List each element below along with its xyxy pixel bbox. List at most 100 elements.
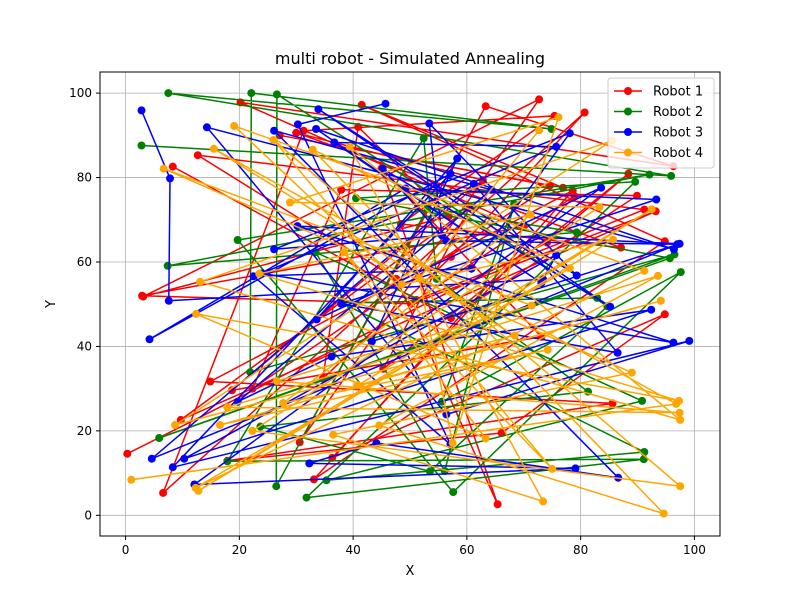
data-point [595, 203, 604, 212]
data-point [302, 493, 311, 502]
data-point [425, 119, 434, 128]
data-point [272, 377, 281, 386]
data-point [597, 183, 606, 192]
series-robot-3 [137, 99, 694, 489]
data-point [322, 476, 331, 485]
data-point [168, 463, 177, 472]
data-point [446, 169, 455, 178]
data-point [645, 170, 654, 179]
legend-marker [624, 148, 632, 157]
data-point [230, 122, 239, 130]
data-point [345, 142, 354, 151]
data-point [535, 126, 544, 135]
data-point [357, 100, 366, 109]
data-point [572, 228, 581, 237]
legend-label: Robot 3 [653, 126, 703, 141]
chart-title: multi robot - Simulated Annealing [275, 49, 545, 68]
data-point [425, 467, 434, 476]
data-point [647, 305, 656, 314]
data-point [286, 198, 294, 207]
data-point [233, 236, 242, 244]
data-point [647, 205, 656, 214]
y-axis-label: Y [44, 300, 59, 309]
data-point [613, 348, 622, 357]
data-point [163, 261, 172, 270]
data-point [572, 271, 581, 280]
data-point [415, 274, 424, 283]
data-point [147, 454, 156, 463]
data-point [168, 162, 177, 171]
x-tick-label: 60 [459, 543, 474, 557]
data-point [633, 191, 641, 200]
data-point [654, 271, 662, 280]
data-point [667, 171, 676, 180]
data-point [548, 464, 557, 473]
data-point [665, 254, 674, 263]
data-point [639, 455, 648, 464]
data-point [565, 264, 574, 273]
y-tick-label: 20 [77, 424, 92, 438]
data-point [164, 89, 173, 98]
data-point [565, 129, 574, 138]
data-point [552, 142, 561, 151]
data-point [272, 90, 281, 99]
data-point [308, 145, 317, 154]
data-point [673, 240, 682, 249]
data-point [571, 464, 580, 473]
data-point [398, 280, 406, 289]
data-point [279, 399, 288, 407]
data-point [526, 210, 535, 219]
series-line [131, 116, 681, 515]
data-point [193, 151, 202, 160]
data-point [481, 434, 490, 443]
data-point [337, 185, 346, 194]
data-point [656, 296, 665, 305]
data-point [527, 301, 536, 310]
data-point [367, 337, 376, 346]
y-tick-label: 80 [77, 171, 92, 185]
data-point [448, 439, 457, 448]
data-point [312, 315, 321, 324]
data-point [580, 108, 589, 117]
y-tick-label: 40 [77, 339, 92, 353]
x-tick-label: 100 [683, 543, 706, 557]
data-point [137, 106, 146, 115]
x-tick-label: 80 [573, 543, 588, 557]
data-point [685, 336, 694, 345]
data-point [539, 497, 548, 506]
data-point [381, 99, 390, 108]
series-robot-4 [127, 113, 685, 518]
data-point [202, 123, 211, 132]
data-point [255, 269, 264, 278]
x-tick-label: 20 [232, 543, 247, 557]
data-point [270, 245, 279, 254]
data-point [139, 292, 148, 301]
data-point [353, 381, 362, 390]
plot-frame [99, 71, 721, 537]
data-point [627, 368, 636, 377]
data-point [453, 154, 462, 163]
data-point [166, 174, 174, 183]
data-point [292, 128, 301, 137]
data-point [196, 277, 205, 286]
y-tick-label: 60 [77, 255, 92, 269]
data-point [638, 396, 647, 405]
data-point [640, 266, 649, 275]
x-axis-label: X [406, 564, 415, 579]
data-point [676, 268, 685, 277]
axis-ticks: 0 20 40 60 80 100 0 20 40 60 80 100 [69, 86, 706, 557]
data-point [340, 248, 348, 257]
data-point [293, 120, 302, 129]
data-point [248, 426, 257, 435]
data-point [419, 134, 428, 143]
data-point [481, 102, 490, 111]
data-point [270, 126, 279, 135]
data-point [676, 415, 685, 424]
data-point [652, 195, 661, 204]
data-point [123, 449, 132, 458]
x-tick-label: 40 [345, 543, 360, 557]
data-point [192, 309, 201, 318]
data-point [669, 338, 678, 347]
data-point [606, 302, 615, 311]
